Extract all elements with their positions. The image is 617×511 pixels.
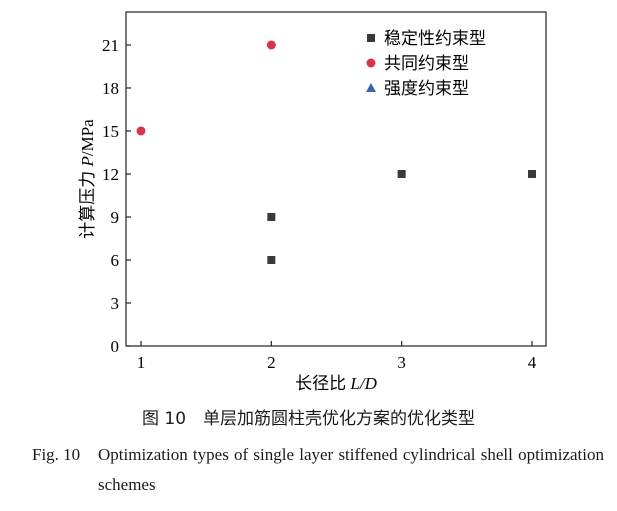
- x-tick-label-3: 3: [397, 353, 406, 372]
- point-series0-0: [267, 255, 276, 264]
- x-axis-label: 长径比 L/D: [295, 374, 377, 394]
- x-tick-label-2: 2: [267, 353, 276, 372]
- legend-marker-2: [366, 83, 376, 92]
- y-tick-label-18: 18: [102, 79, 119, 98]
- y-tick-label-9: 9: [111, 208, 120, 227]
- legend-label-2: 强度约束型: [384, 79, 469, 99]
- point-series0-1: [267, 212, 276, 221]
- y-tick-label-6: 6: [111, 251, 120, 270]
- legend-label-1: 共同约束型: [384, 54, 469, 74]
- y-tick-label-15: 15: [102, 122, 119, 141]
- x-tick-label-4: 4: [528, 353, 537, 372]
- point-series1-0: [136, 126, 146, 136]
- y-axis-label-var: P: [78, 156, 97, 167]
- x-axis-label-var: L/D: [349, 374, 377, 393]
- caption-english-text: Optimization types of single layer stiff…: [98, 445, 604, 494]
- legend-marker-1: [366, 58, 376, 68]
- legend-marker-0: [367, 34, 375, 42]
- y-tick-label-12: 12: [102, 165, 119, 184]
- y-tick-label-0: 0: [111, 337, 120, 356]
- point-series0-2: [397, 169, 406, 178]
- legend-label-0: 稳定性约束型: [384, 29, 486, 49]
- caption-chinese: 图 10 单层加筋圆柱壳优化方案的优化类型: [141, 409, 476, 429]
- data-points: [136, 40, 536, 264]
- x-tick-label-1: 1: [137, 353, 146, 372]
- y-axis-label-unit: /MPa: [78, 119, 97, 156]
- caption-english: Fig. 10 Optimization types of single lay…: [32, 440, 604, 500]
- point-series1-1: [266, 40, 276, 50]
- plot-frame: [125, 11, 547, 347]
- point-series0-3: [528, 169, 536, 178]
- caption-figure-number: Fig. 10: [32, 445, 81, 464]
- y-tick-label-21: 21: [102, 36, 119, 55]
- y-tick-label-3: 3: [111, 294, 120, 313]
- y-axis-label-cn: 计算压力: [78, 171, 98, 239]
- y-axis-label: 计算压力 P/MPa: [78, 119, 98, 239]
- x-axis-label-cn: 长径比: [295, 374, 346, 394]
